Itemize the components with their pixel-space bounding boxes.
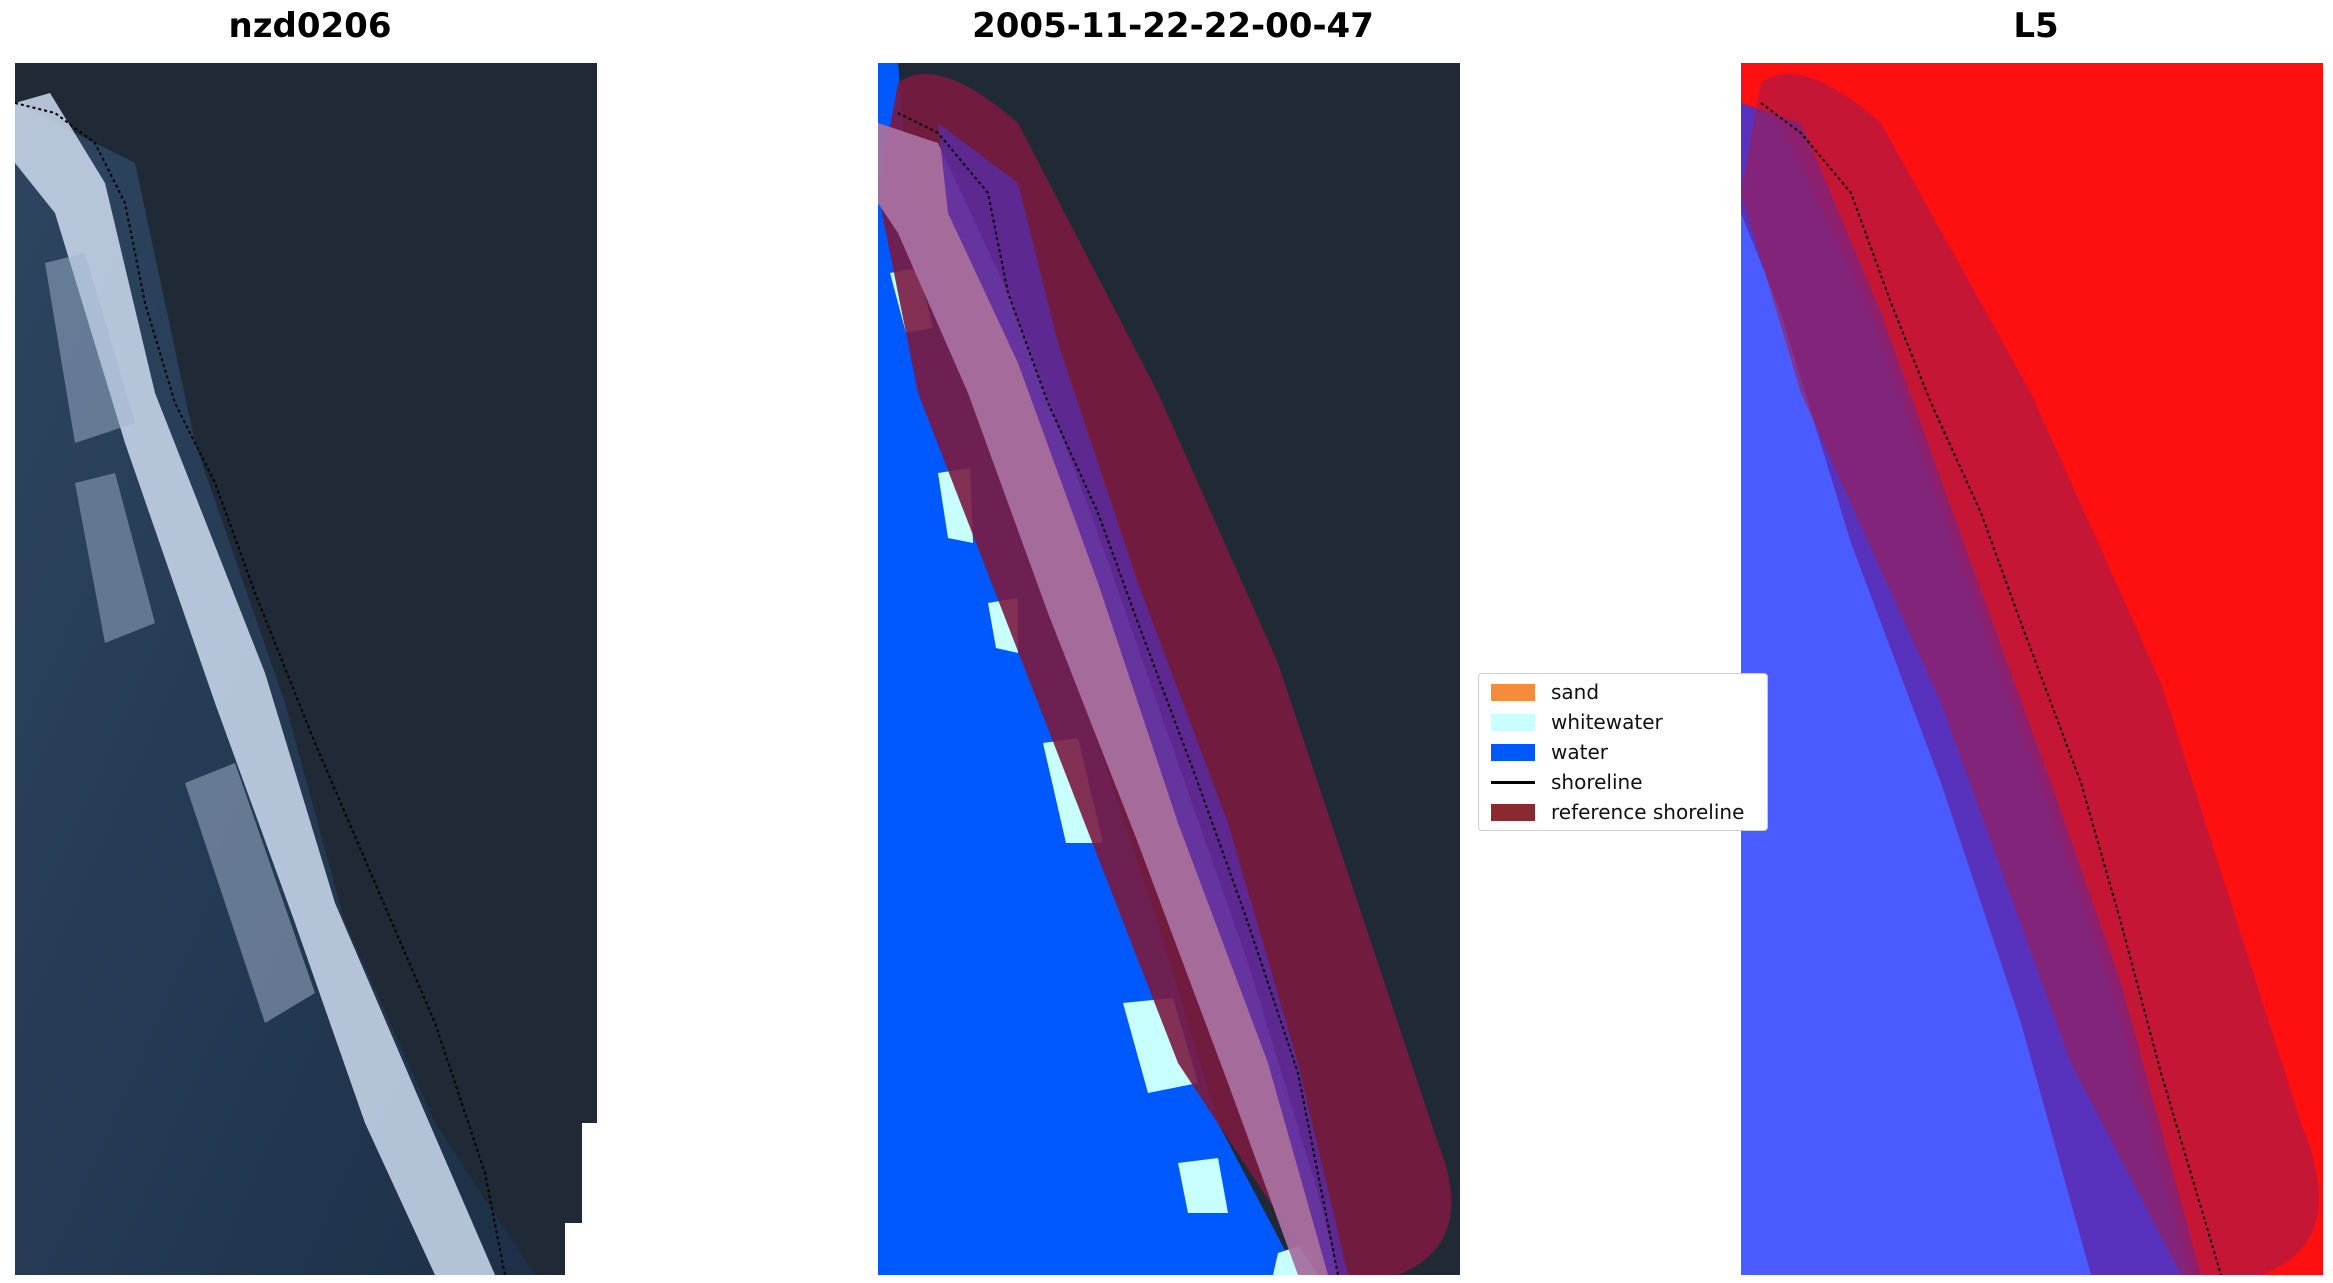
legend-item-water: water — [1483, 738, 1608, 766]
surf-zone — [15, 93, 495, 1275]
legend-item-sand: sand — [1483, 678, 1599, 706]
shoreline-line — [1760, 102, 2222, 1275]
panel-title-index: L5 — [2013, 6, 2059, 46]
panel-title-rgb: nzd0206 — [228, 6, 392, 46]
legend-label-whitewater: whitewater — [1551, 710, 1663, 734]
legend-swatch-whitewater — [1491, 713, 1535, 731]
classified-image — [878, 63, 1468, 1275]
legend: sand whitewater water shoreline referenc… — [1478, 673, 1768, 831]
legend-label-shoreline: shoreline — [1551, 770, 1643, 794]
reference-shoreline-buffer — [1741, 74, 2319, 1275]
legend-item-whitewater: whitewater — [1483, 708, 1663, 736]
legend-label-water: water — [1551, 740, 1608, 764]
satellite-rgb-image — [15, 63, 597, 1275]
legend-item-reference-shoreline: reference shoreline — [1483, 798, 1744, 826]
legend-item-shoreline: shoreline — [1483, 768, 1643, 796]
water-class — [878, 63, 1298, 1275]
index-image — [1741, 63, 2323, 1275]
legend-label-sand: sand — [1551, 680, 1600, 704]
legend-swatch-reference-shoreline — [1491, 803, 1535, 821]
legend-swatch-sand — [1491, 683, 1535, 701]
legend-label-reference-shoreline: reference shoreline — [1551, 800, 1745, 824]
legend-swatch-shoreline — [1491, 780, 1535, 784]
panel-title-classified: 2005-11-22-22-00-47 — [972, 6, 1374, 46]
shoreline-line — [15, 102, 506, 1275]
shoreline-line — [897, 112, 1339, 1275]
legend-swatch-water — [1491, 743, 1535, 761]
sand-class — [878, 123, 1338, 1275]
